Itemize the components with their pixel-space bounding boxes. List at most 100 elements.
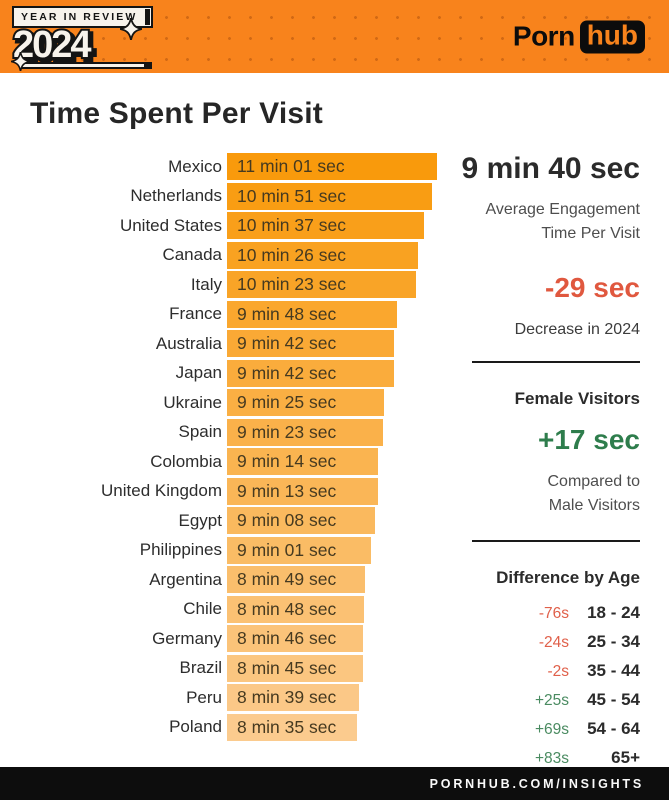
year-in-review-logo: YEAR IN REVIEW 2024 2024 <box>11 5 182 71</box>
table-row: Netherlands 10 min 51 sec <box>0 182 440 212</box>
list-item: +83s 65+ <box>440 748 640 777</box>
content: Mexico 11 min 01 sec Netherlands 10 min … <box>0 152 669 777</box>
bar-value-label: 10 min 23 sec <box>237 274 346 295</box>
time-bar: 9 min 01 sec <box>227 536 372 564</box>
table-row: Canada 10 min 26 sec <box>0 241 440 271</box>
list-item: -24s 25 - 34 <box>440 632 640 661</box>
divider <box>472 540 640 542</box>
time-bar: 10 min 51 sec <box>227 182 432 210</box>
list-item: +25s 45 - 54 <box>440 690 640 719</box>
age-range-label: 65+ <box>611 748 640 767</box>
time-bar: 8 min 39 sec <box>227 684 360 712</box>
age-diff-value: +69s <box>534 721 569 738</box>
age-diff-value: +25s <box>534 692 569 709</box>
time-bar: 9 min 08 sec <box>227 507 376 535</box>
country-label: Japan <box>175 363 222 383</box>
time-bar: 8 min 46 sec <box>227 625 363 653</box>
table-row: Peru 8 min 39 sec <box>0 683 440 713</box>
year-in-review-badge: YEAR IN REVIEW <box>12 6 153 28</box>
age-diff-value: -2s <box>547 663 569 680</box>
logo-underline-bar <box>20 62 152 69</box>
bar-value-label: 8 min 49 sec <box>237 569 337 590</box>
country-label: Australia <box>155 333 222 353</box>
bar-value-label: 9 min 42 sec <box>237 333 337 354</box>
country-label: Italy <box>190 274 222 294</box>
table-row: Australia 9 min 42 sec <box>0 329 440 359</box>
sparkle-icon <box>120 18 142 40</box>
header-banner: YEAR IN REVIEW 2024 2024 Porn hub <box>0 0 669 73</box>
table-row: Brazil 8 min 45 sec <box>0 654 440 684</box>
stats-sidebar: 9 min 40 sec Average Engagement Time Per… <box>440 152 669 777</box>
table-row: Chile 8 min 48 sec <box>0 595 440 625</box>
time-per-visit-bar-chart: Mexico 11 min 01 sec Netherlands 10 min … <box>0 152 440 777</box>
age-diff-value: -24s <box>538 634 569 651</box>
age-range-label: 18 - 24 <box>587 603 640 622</box>
table-row: Japan 9 min 42 sec <box>0 359 440 389</box>
time-bar: 9 min 42 sec <box>227 330 394 358</box>
time-bar: 10 min 23 sec <box>227 271 417 299</box>
average-time-caption: Average Engagement Time Per Visit <box>485 201 640 242</box>
bar-value-label: 10 min 26 sec <box>237 244 346 265</box>
table-row: France 9 min 48 sec <box>0 300 440 330</box>
bar-value-label: 8 min 39 sec <box>237 687 337 708</box>
time-bar: 8 min 49 sec <box>227 566 365 594</box>
bar-value-label: 11 min 01 sec <box>237 156 345 177</box>
country-label: France <box>169 304 222 324</box>
pornhub-logo: Porn hub <box>513 20 645 53</box>
country-label: Argentina <box>149 569 222 589</box>
list-item: -76s 18 - 24 <box>440 603 640 632</box>
table-row: Spain 9 min 23 sec <box>0 418 440 448</box>
table-row: Mexico 11 min 01 sec <box>0 152 440 182</box>
country-label: Peru <box>186 687 222 707</box>
table-row: Argentina 8 min 49 sec <box>0 565 440 595</box>
svg-text:2024: 2024 <box>16 27 94 65</box>
bar-value-label: 9 min 23 sec <box>237 421 337 442</box>
insights-url-link[interactable]: PORNHUB.COM/INSIGHTS <box>429 776 644 791</box>
list-item: -2s 35 - 44 <box>440 661 640 690</box>
country-label: Colombia <box>150 451 222 471</box>
bar-value-label: 10 min 37 sec <box>237 215 346 236</box>
pornhub-logo-hub: hub <box>579 20 645 53</box>
bar-value-label: 10 min 51 sec <box>237 185 346 206</box>
age-diff-value: -76s <box>538 605 569 622</box>
difference-by-age-heading: Difference by Age <box>496 568 640 587</box>
bar-value-label: 8 min 35 sec <box>237 716 337 737</box>
age-range-label: 25 - 34 <box>587 632 640 651</box>
bar-rows: Mexico 11 min 01 sec Netherlands 10 min … <box>0 152 440 742</box>
decrease-caption: Decrease in 2024 <box>514 321 640 338</box>
time-bar: 9 min 25 sec <box>227 389 385 417</box>
table-row: United Kingdom 9 min 13 sec <box>0 477 440 507</box>
bar-value-label: 8 min 46 sec <box>237 628 337 649</box>
bar-value-label: 8 min 48 sec <box>237 598 337 619</box>
svg-text:2024: 2024 <box>13 25 91 65</box>
year-2024-wordmark: 2024 2024 <box>11 25 99 65</box>
age-difference-list: -76s 18 - 24 -24s 25 - 34 -2s 35 - 44 +2… <box>440 603 640 777</box>
table-row: Colombia 9 min 14 sec <box>0 447 440 477</box>
time-bar: 11 min 01 sec <box>227 153 437 181</box>
table-row: Italy 10 min 23 sec <box>0 270 440 300</box>
country-label: Germany <box>152 628 222 648</box>
table-row: Egypt 9 min 08 sec <box>0 506 440 536</box>
average-time-value: 9 min 40 sec <box>461 152 640 185</box>
time-bar: 9 min 48 sec <box>227 300 397 328</box>
time-bar: 8 min 48 sec <box>227 595 365 623</box>
pornhub-logo-porn: Porn <box>512 20 575 52</box>
time-bar: 8 min 45 sec <box>227 654 363 682</box>
list-item: +69s 54 - 64 <box>440 719 640 748</box>
bar-value-label: 8 min 45 sec <box>237 657 337 678</box>
bar-value-label: 9 min 13 sec <box>237 480 337 501</box>
table-row: Germany 8 min 46 sec <box>0 624 440 654</box>
female-visitors-caption: Compared to Male Visitors <box>547 473 641 514</box>
country-label: Brazil <box>179 658 222 678</box>
time-bar: 8 min 35 sec <box>227 713 357 741</box>
badge-label: YEAR IN REVIEW <box>21 11 138 23</box>
bar-value-label: 9 min 14 sec <box>237 451 337 472</box>
bar-value-label: 9 min 08 sec <box>237 510 337 531</box>
divider <box>472 361 640 363</box>
age-range-label: 45 - 54 <box>587 690 640 709</box>
female-visitors-value: +17 sec <box>538 424 640 455</box>
footer-bar: PORNHUB.COM/INSIGHTS <box>0 767 669 800</box>
age-range-label: 35 - 44 <box>587 661 640 680</box>
country-label: Chile <box>183 599 222 619</box>
